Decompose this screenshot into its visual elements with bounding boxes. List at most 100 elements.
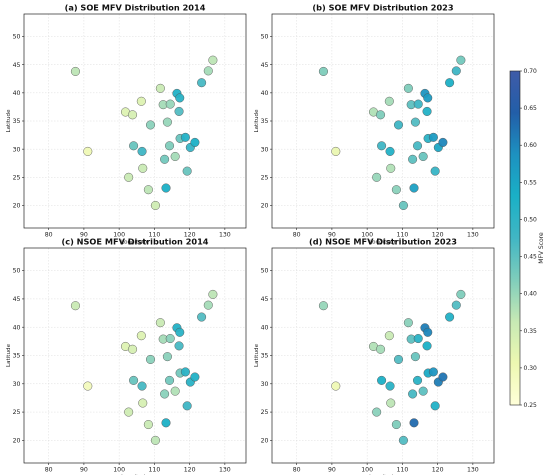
point	[165, 141, 175, 151]
point	[384, 331, 394, 341]
panels-group: 80 90 100 110 120 130 20 25 30 35 40 45 50 Longitude L…	[6, 3, 495, 475]
y-tick-label: 20	[13, 437, 21, 444]
colorbar-tick-label: 0.40	[524, 291, 538, 298]
point	[318, 301, 328, 311]
point	[197, 78, 207, 88]
colorbar-tick-label: 0.45	[524, 254, 538, 261]
x-tick-label: 80	[293, 467, 301, 474]
point	[331, 381, 341, 391]
point	[128, 344, 138, 354]
point	[385, 146, 395, 156]
y-tick-label: 45	[261, 296, 269, 303]
point	[409, 183, 419, 193]
y-tick-label: 20	[261, 437, 269, 444]
point	[422, 106, 432, 116]
point	[129, 141, 139, 151]
point	[136, 96, 146, 106]
point	[410, 117, 420, 127]
point	[175, 93, 185, 103]
point	[385, 381, 395, 391]
point	[162, 352, 172, 362]
y-tick-label: 25	[261, 409, 269, 416]
point	[408, 389, 418, 399]
point	[136, 331, 146, 341]
point	[445, 312, 455, 322]
point	[138, 163, 148, 173]
y-axis-label: Latitude	[6, 109, 12, 133]
x-tick-label: 110	[148, 467, 160, 474]
x-tick-label: 100	[361, 467, 373, 474]
y-tick-label: 35	[261, 353, 269, 360]
point	[155, 83, 165, 93]
y-tick-label: 25	[13, 409, 21, 416]
point	[413, 99, 423, 109]
point	[398, 435, 408, 445]
colorbar-gradient	[509, 70, 521, 406]
point	[124, 407, 134, 417]
point	[391, 420, 401, 430]
x-tick-label: 80	[45, 232, 53, 239]
point	[165, 334, 175, 344]
point	[190, 372, 200, 382]
point	[203, 66, 213, 76]
panel-1: 80 90 100 110 120 130 20 25 30 35 40 45 50 Longitude L…	[6, 3, 247, 246]
x-tick-label: 90	[80, 232, 88, 239]
y-tick-label: 35	[261, 118, 269, 125]
point	[456, 55, 466, 65]
y-tick-label: 20	[261, 203, 269, 210]
point	[384, 96, 394, 106]
point	[203, 300, 213, 310]
point	[377, 141, 387, 151]
x-tick-label: 130	[219, 232, 231, 239]
point	[170, 151, 180, 162]
y-tick-label: 30	[13, 381, 21, 388]
x-tick-label: 100	[361, 232, 373, 239]
point	[393, 120, 404, 130]
point	[451, 66, 461, 76]
point	[161, 183, 171, 193]
panel-title: (c) NSOE MFV Distribution 2014	[61, 237, 208, 247]
point	[175, 327, 185, 337]
point	[376, 110, 386, 120]
point	[162, 117, 172, 127]
x-tick-label: 110	[396, 232, 408, 239]
y-tick-label: 45	[261, 62, 269, 69]
y-tick-label: 25	[261, 174, 269, 181]
x-tick-label: 110	[396, 467, 408, 474]
x-axis-label: Longitude	[369, 240, 397, 246]
x-tick-label: 130	[219, 467, 231, 474]
y-tick-label: 35	[13, 118, 21, 125]
y-axis-label: Latitude	[6, 343, 12, 367]
point	[182, 401, 192, 411]
point	[393, 354, 404, 364]
point	[170, 386, 180, 396]
point	[150, 435, 160, 445]
point	[422, 341, 432, 351]
point	[386, 163, 396, 173]
point	[180, 132, 190, 142]
point	[451, 300, 461, 310]
panel-title: (b) SOE MFV Distribution 2023	[312, 3, 453, 13]
colorbar-tick-label: 0.50	[524, 216, 538, 223]
point	[398, 200, 408, 210]
panel-title: (a) SOE MFV Distribution 2014	[65, 3, 206, 13]
point	[128, 110, 138, 120]
point	[70, 301, 80, 311]
point	[160, 154, 170, 164]
y-tick-label: 40	[261, 90, 269, 97]
point	[376, 344, 386, 354]
x-tick-label: 130	[467, 232, 479, 239]
point	[445, 78, 455, 88]
x-tick-label: 120	[184, 467, 196, 474]
point	[403, 318, 413, 328]
point	[143, 420, 153, 430]
point	[137, 146, 147, 156]
colorbar-tick-label: 0.25	[524, 402, 538, 409]
y-tick-label: 30	[13, 146, 21, 153]
point	[208, 289, 218, 299]
point	[372, 172, 382, 182]
y-tick-label: 40	[13, 90, 21, 97]
point	[423, 93, 433, 103]
point	[155, 318, 165, 328]
point	[438, 137, 448, 147]
